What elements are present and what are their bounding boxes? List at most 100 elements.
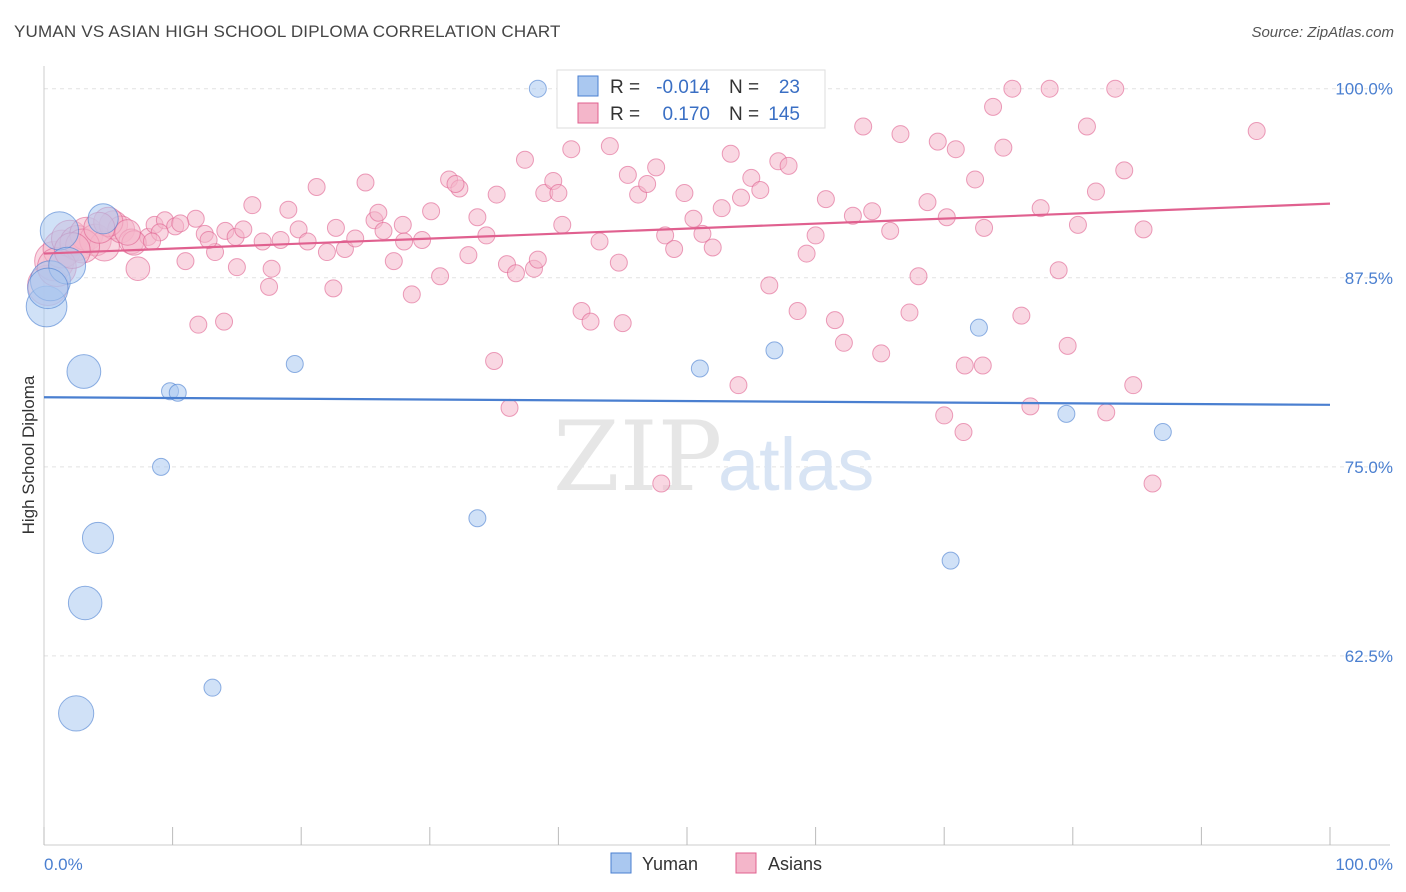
chart-title: YUMAN VS ASIAN HIGH SCHOOL DIPLOMA CORRE… bbox=[14, 22, 561, 41]
bottom-legend-swatch-yuman bbox=[610, 852, 632, 874]
axes bbox=[43, 66, 1390, 846]
watermark-atlas: atlas bbox=[718, 423, 874, 506]
data-point-asians bbox=[199, 230, 218, 249]
data-point-asians bbox=[806, 226, 825, 245]
data-point-yuman bbox=[765, 341, 784, 360]
y-tick-label: 100.0% bbox=[1335, 80, 1393, 99]
data-point-yuman bbox=[67, 585, 103, 621]
data-point-asians bbox=[1124, 376, 1143, 395]
data-point-asians bbox=[935, 406, 954, 425]
data-point-asians bbox=[553, 215, 572, 234]
data-point-asians bbox=[1247, 122, 1266, 141]
data-point-asians bbox=[843, 206, 862, 225]
data-point-asians bbox=[721, 144, 740, 163]
data-point-asians bbox=[393, 215, 412, 234]
data-point-asians bbox=[402, 285, 421, 304]
data-point-yuman bbox=[87, 203, 119, 235]
data-point-asians bbox=[1097, 403, 1116, 422]
data-point-asians bbox=[900, 303, 919, 322]
data-point-asians bbox=[125, 256, 151, 282]
data-point-asians bbox=[114, 219, 141, 246]
data-point-asians bbox=[431, 267, 450, 286]
data-point-yuman bbox=[27, 267, 69, 310]
data-point-asians bbox=[693, 224, 712, 243]
data-point-asians bbox=[684, 209, 703, 228]
data-point-asians bbox=[215, 312, 234, 331]
data-point-asians bbox=[1068, 215, 1087, 234]
bottom-legend-label-asians: Asians bbox=[768, 854, 822, 874]
data-point-yuman bbox=[66, 354, 102, 389]
data-point-asians bbox=[760, 276, 779, 295]
data-point-yuman bbox=[468, 509, 487, 528]
data-point-asians bbox=[143, 232, 162, 251]
data-point-asians bbox=[712, 199, 731, 218]
data-point-asians bbox=[581, 312, 600, 331]
data-point-asians bbox=[797, 244, 816, 263]
data-point-asians bbox=[1086, 182, 1105, 201]
legend-n-value-yuman: 23 bbox=[779, 77, 800, 98]
data-point-asians bbox=[609, 253, 628, 272]
legend-box: R = -0.014 N = 23 R = 0.170 N = 145 bbox=[556, 69, 826, 129]
data-point-asians bbox=[506, 264, 525, 283]
legend-frame bbox=[556, 69, 826, 129]
bottom-legend-swatch-asians bbox=[735, 852, 757, 874]
legend-swatch-yuman bbox=[577, 75, 599, 97]
data-point-yuman bbox=[941, 551, 960, 570]
data-point-yuman bbox=[690, 359, 709, 378]
data-point-asians bbox=[189, 315, 208, 334]
data-point-asians bbox=[271, 230, 290, 249]
data-point-asians bbox=[1040, 79, 1059, 98]
data-point-asians bbox=[863, 202, 882, 221]
data-point-asians bbox=[1003, 79, 1022, 98]
data-point-asians bbox=[779, 156, 798, 175]
data-point-asians bbox=[600, 137, 619, 156]
data-point-asians bbox=[729, 376, 748, 395]
data-point-asians bbox=[279, 200, 298, 219]
data-point-asians bbox=[854, 117, 873, 136]
y-tick-label: 75.0% bbox=[1345, 458, 1393, 477]
data-point-asians bbox=[422, 202, 441, 221]
data-point-asians bbox=[590, 232, 609, 251]
data-point-asians bbox=[1021, 397, 1040, 416]
data-point-asians bbox=[891, 125, 910, 144]
data-point-asians bbox=[638, 174, 657, 193]
legend-n-label-asians: N = bbox=[729, 104, 759, 125]
data-point-asians bbox=[260, 277, 279, 296]
x-tick-label: 0.0% bbox=[44, 855, 83, 874]
bottom-legend: Yuman Asians bbox=[610, 852, 822, 874]
data-point-asians bbox=[825, 311, 844, 330]
data-point-asians bbox=[528, 250, 547, 269]
data-point-asians bbox=[665, 240, 684, 259]
data-point-asians bbox=[881, 221, 900, 240]
watermark-zip: ZIP bbox=[553, 401, 722, 513]
data-point-asians bbox=[326, 218, 345, 237]
data-point-asians bbox=[307, 178, 326, 197]
trend-line-asians bbox=[43, 202, 1331, 255]
data-point-asians bbox=[946, 140, 965, 159]
data-point-asians bbox=[742, 168, 761, 187]
data-point-asians bbox=[994, 138, 1013, 157]
data-point-asians bbox=[468, 208, 487, 227]
legend-r-value-asians: 0.170 bbox=[662, 104, 710, 125]
data-point-asians bbox=[816, 190, 835, 209]
legend-n-label-yuman: N = bbox=[729, 77, 759, 98]
data-point-asians bbox=[618, 165, 637, 184]
data-point-asians bbox=[928, 132, 947, 151]
data-point-asians bbox=[656, 226, 675, 245]
data-point-asians bbox=[395, 232, 414, 251]
data-point-asians bbox=[1106, 79, 1125, 98]
data-point-asians bbox=[1143, 474, 1162, 493]
legend-n-value-asians: 145 bbox=[768, 104, 800, 125]
data-point-asians bbox=[262, 259, 281, 278]
data-point-asians bbox=[317, 243, 336, 262]
data-point-asians bbox=[954, 423, 973, 442]
y-axis-label: High School Diploma bbox=[19, 375, 38, 534]
data-point-asians bbox=[984, 97, 1003, 116]
data-point-asians bbox=[955, 356, 974, 375]
data-point-asians bbox=[243, 196, 262, 215]
data-point-asians bbox=[973, 356, 992, 375]
bottom-legend-label-yuman: Yuman bbox=[642, 854, 698, 874]
data-point-asians bbox=[1031, 199, 1050, 218]
data-point-asians bbox=[298, 232, 317, 251]
